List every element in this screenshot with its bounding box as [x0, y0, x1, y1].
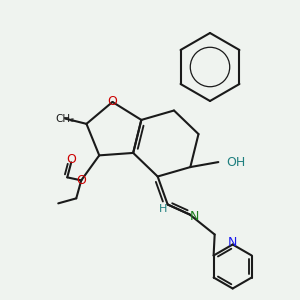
Text: H: H: [158, 203, 167, 214]
Text: O: O: [107, 95, 117, 109]
Text: CH₃: CH₃: [56, 114, 75, 124]
Text: N: N: [228, 236, 237, 249]
Text: O: O: [76, 174, 86, 187]
Text: OH: OH: [226, 156, 246, 169]
Text: N: N: [190, 210, 200, 223]
Text: O: O: [66, 153, 76, 166]
